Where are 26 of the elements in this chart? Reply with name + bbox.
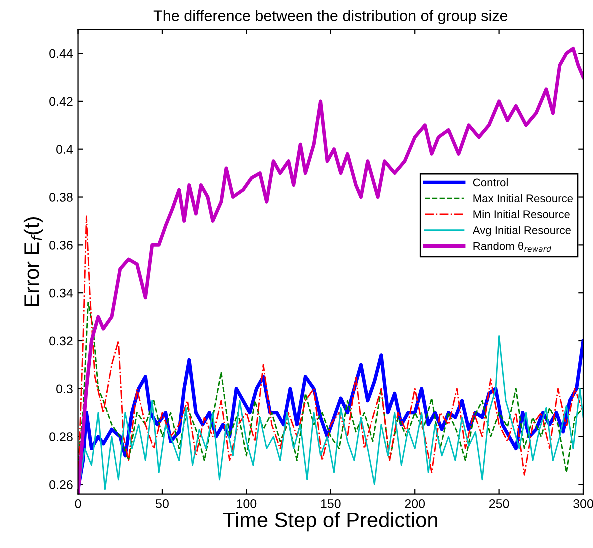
y-tick-label: 0.34 xyxy=(50,288,74,298)
y-tick-label: 0.38 xyxy=(50,193,73,202)
y-tick-label: 0.26 xyxy=(50,480,73,490)
x-tick-label: 0 xyxy=(75,499,82,508)
y-tick-label: 0.36 xyxy=(50,240,73,250)
y-tick-label: 0.4 xyxy=(56,145,74,154)
x-tick-label: 250 xyxy=(490,499,510,508)
y-tick-label: 0.42 xyxy=(50,97,73,106)
legend-label: Random θ$_{reward}$ xyxy=(474,242,552,252)
legend-label: Control xyxy=(473,178,508,187)
y-axis-title: Error E$_{f}$(t) xyxy=(24,218,44,306)
legend-label: Max Initial Resource xyxy=(474,194,574,203)
legend-label: Avg Initial Resource xyxy=(472,226,571,237)
x-tick-label: 50 xyxy=(156,499,169,508)
y-tick-label: 0.44 xyxy=(50,49,74,58)
x-tick-label: 200 xyxy=(405,499,426,508)
y-tick-label: 0.32 xyxy=(50,336,73,346)
x-tick-label: 300 xyxy=(574,499,593,508)
line-series xyxy=(78,302,584,474)
y-tick-label: 0.3 xyxy=(56,384,73,394)
chart-title: The difference between the distribution of group size xyxy=(154,10,508,24)
x-axis-title: Time Step of Prediction xyxy=(223,512,438,532)
legend-label: Min Initial Resource xyxy=(474,210,570,218)
y-tick-label: 0.28 xyxy=(50,432,73,442)
x-tick-label: 100 xyxy=(237,499,257,508)
x-tick-label: 150 xyxy=(321,499,341,508)
